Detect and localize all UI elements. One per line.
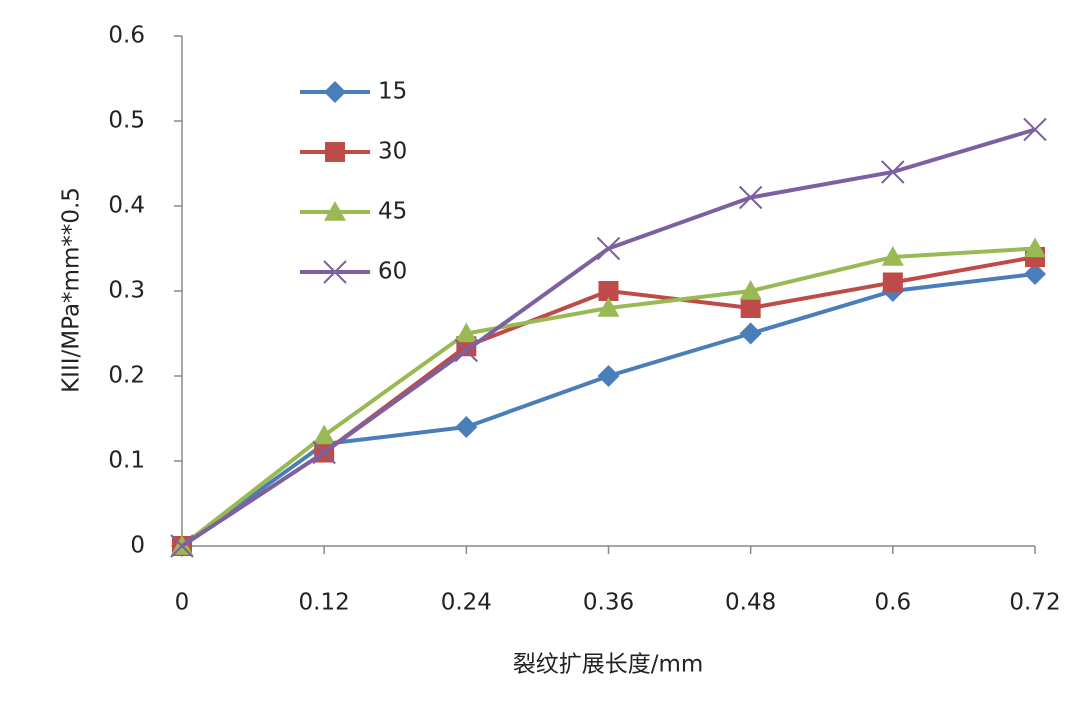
marker <box>882 272 903 293</box>
legend-label: 30 <box>378 139 407 165</box>
x-axis-title: 裂纹扩展长度/mm <box>513 652 704 678</box>
legend-marker <box>324 201 346 221</box>
x-tick-label: 0 <box>175 590 190 616</box>
marker <box>170 534 194 558</box>
marker <box>1024 263 1046 285</box>
legend-label: 45 <box>378 199 407 225</box>
marker <box>597 297 620 317</box>
legend-marker <box>323 260 347 284</box>
marker <box>1024 237 1046 258</box>
marker <box>455 322 478 343</box>
marker <box>1023 117 1047 142</box>
y-tick-label: 0.6 <box>108 23 145 49</box>
legend-marker <box>324 81 346 103</box>
y-tick-label: 0.5 <box>108 108 145 134</box>
legend-marker <box>325 142 345 162</box>
x-tick-label: 0.24 <box>441 590 492 616</box>
x-tick-label: 0.36 <box>583 590 634 616</box>
marker <box>597 365 620 387</box>
series-line <box>180 127 1036 548</box>
marker <box>598 281 619 301</box>
marker <box>740 298 761 318</box>
marker <box>739 280 762 300</box>
marker <box>313 424 336 445</box>
x-tick-label: 0.12 <box>299 590 350 616</box>
x-tick-label: 0.72 <box>1009 590 1060 616</box>
marker <box>454 338 479 363</box>
y-tick-label: 0.3 <box>108 278 145 304</box>
y-tick-label: 0.2 <box>108 363 145 389</box>
marker <box>738 185 763 210</box>
marker <box>739 322 762 345</box>
legend-label: 60 <box>378 259 407 285</box>
y-axis-title: KIII/MPa*mm**0.5 <box>59 187 85 393</box>
x-tick-label: 0.48 <box>725 590 776 616</box>
marker <box>312 440 336 465</box>
y-tick-label: 0.4 <box>108 193 145 219</box>
legend-label: 15 <box>378 79 407 105</box>
marker <box>455 416 478 438</box>
marker <box>881 160 905 184</box>
marker <box>596 236 621 261</box>
y-tick-label: 0 <box>130 533 145 559</box>
y-tick-label: 0.1 <box>108 448 145 474</box>
marker <box>881 246 904 266</box>
x-tick-label: 0.6 <box>875 590 912 616</box>
